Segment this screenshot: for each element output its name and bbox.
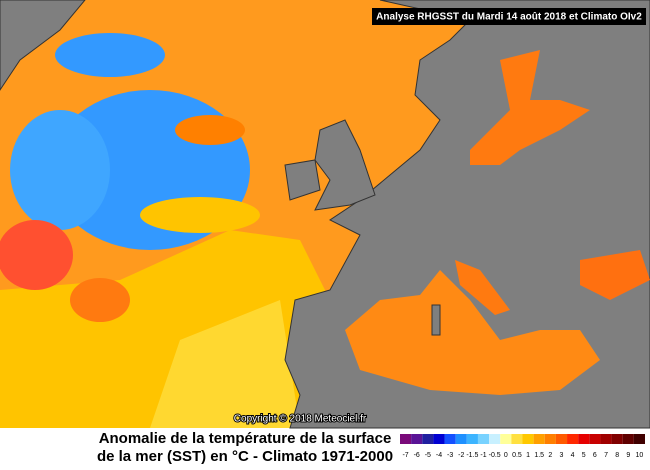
legend-label: 0.5 [512, 452, 522, 459]
legend-label: 8 [615, 452, 619, 459]
cold-zone [55, 33, 165, 77]
hot-zone [175, 115, 245, 145]
legend-swatch [522, 434, 534, 444]
legend-label: -4 [436, 452, 442, 459]
legend-label: -7 [402, 452, 408, 459]
legend-swatch [511, 434, 523, 444]
sea [345, 270, 600, 395]
legend-label: 1.5 [534, 452, 544, 459]
sea [470, 100, 590, 165]
legend-label: -5 [425, 452, 431, 459]
legend-label: 1 [526, 452, 530, 459]
legend-label: 7 [604, 452, 608, 459]
legend-swatch [578, 434, 590, 444]
caption: Anomalie de la température de la surface [99, 430, 392, 447]
legend-swatch [533, 434, 545, 444]
legend-label: -1 [480, 452, 486, 459]
legend-label: 0 [504, 452, 508, 459]
legend-label: -0.5 [489, 452, 501, 459]
legend-swatch [455, 434, 467, 444]
hot-zone [0, 220, 73, 290]
legend-swatch [489, 434, 501, 444]
legend-swatch [422, 434, 434, 444]
legend-swatch [611, 434, 623, 444]
map: Analyse RHGSST du Mardi 14 août 2018 et … [0, 0, 650, 429]
land [284, 159, 321, 201]
legend-swatch [622, 434, 634, 444]
legend-swatch [567, 434, 579, 444]
legend-label: 10 [636, 452, 644, 459]
land [314, 119, 376, 211]
header-title: Analyse RHGSST du Mardi 14 août 2018 et … [376, 12, 642, 23]
legend-swatch [600, 434, 612, 444]
legend-swatch [411, 434, 423, 444]
sea [580, 250, 650, 300]
sea [455, 260, 510, 315]
copyright: Copyright © 2018 Meteociel.fr [234, 414, 367, 425]
legend-label: 5 [582, 452, 586, 459]
legend-swatch [544, 434, 556, 444]
sea [500, 50, 540, 110]
legend-swatch [400, 434, 412, 444]
warm-zone [140, 197, 260, 233]
land [0, 0, 86, 91]
legend-label: 9 [626, 452, 630, 459]
legend-label: -6 [414, 452, 420, 459]
legend-label: -2 [458, 452, 464, 459]
legend-swatch [444, 434, 456, 444]
legend-swatch [500, 434, 512, 444]
header-box [372, 8, 646, 25]
legend-swatch [477, 434, 490, 444]
legend-swatch [555, 434, 568, 444]
legend-label: -3 [447, 452, 453, 459]
hot-zone [70, 278, 130, 322]
legend-swatch [589, 434, 601, 444]
legend-label: 2 [548, 452, 552, 459]
legend-label: 3 [560, 452, 564, 459]
legend-label: -1.5 [466, 452, 478, 459]
legend-label: 6 [593, 452, 597, 459]
legend-swatch [633, 434, 645, 444]
warm-zone [150, 300, 300, 428]
legend-swatch [433, 434, 445, 444]
legend-swatch [466, 434, 478, 444]
legend-label: 4 [571, 452, 575, 459]
cold-zone [10, 110, 110, 230]
legend: -7 -6 -5 -4 -3 -2 -1.5 -1 -0.5 0 0.5 1 1.5 2 3 4 5 6 7 8 9 10 [400, 434, 645, 459]
caption: de la mer (SST) en °C - Climato 1971-200… [97, 448, 393, 465]
island [431, 304, 441, 336]
